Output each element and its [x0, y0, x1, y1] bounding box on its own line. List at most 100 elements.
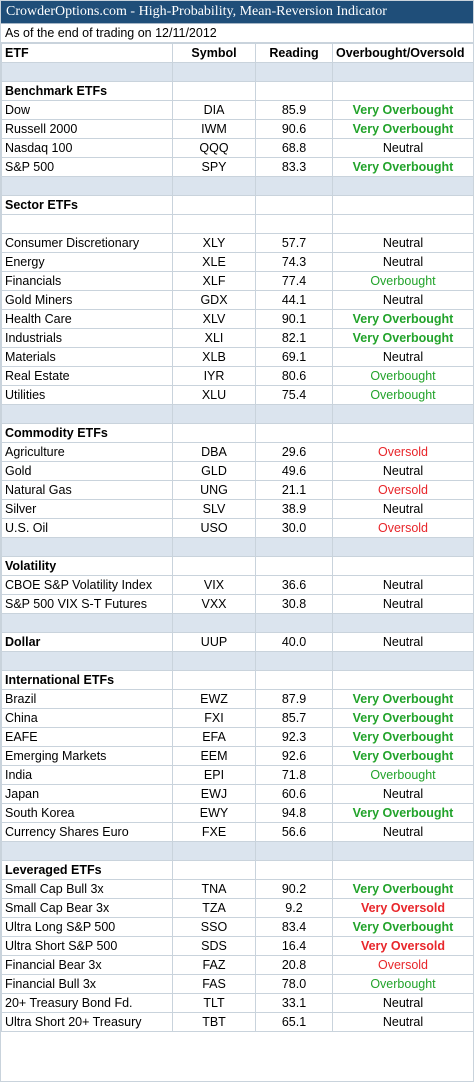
etf-name-cell: S&P 500 — [1, 157, 173, 177]
etf-name-cell: Health Care — [1, 309, 173, 329]
symbol-cell: SPY — [172, 157, 256, 177]
table-row: Russell 2000 IWM 90.6 Very Overbought — [1, 119, 474, 139]
reading-cell: 77.4 — [255, 271, 333, 291]
spacer-cell — [255, 537, 333, 557]
spacer-cell — [255, 651, 333, 671]
etf-name-cell: Utilities — [1, 385, 173, 405]
reading-cell: 92.6 — [255, 746, 333, 766]
empty-cell — [332, 423, 474, 443]
status-cell: Very Overbought — [332, 309, 474, 329]
symbol-cell: XLI — [172, 328, 256, 348]
etf-name-cell: Industrials — [1, 328, 173, 348]
symbol-cell: TBT — [172, 1012, 256, 1032]
spacer-cell — [172, 62, 256, 82]
spacer-cell — [1, 404, 173, 424]
symbol-cell: EWJ — [172, 784, 256, 804]
reading-cell: 16.4 — [255, 936, 333, 956]
status-cell: Overbought — [332, 271, 474, 291]
reading-cell: 36.6 — [255, 575, 333, 595]
status-cell: Neutral — [332, 575, 474, 595]
reading-cell: 33.1 — [255, 993, 333, 1013]
table-row: Japan EWJ 60.6 Neutral — [1, 784, 474, 804]
status-cell: Overbought — [332, 765, 474, 785]
reading-cell: 30.0 — [255, 518, 333, 538]
table-row: Ultra Long S&P 500 SSO 83.4 Very Overbought — [1, 917, 474, 937]
etf-name-cell: Dow — [1, 100, 173, 120]
table-row: Natural Gas UNG 21.1 Oversold — [1, 480, 474, 500]
table-row: Dow DIA 85.9 Very Overbought — [1, 100, 474, 120]
empty-cell — [172, 860, 256, 880]
spacer-cell — [332, 651, 474, 671]
etf-name-cell: Gold Miners — [1, 290, 173, 310]
spacer-cell — [332, 537, 474, 557]
etf-name-cell: Japan — [1, 784, 173, 804]
reading-cell: 40.0 — [255, 632, 333, 652]
spacer-cell — [332, 176, 474, 196]
status-cell: Oversold — [332, 955, 474, 975]
empty-cell — [172, 423, 256, 443]
status-cell: Overbought — [332, 366, 474, 386]
empty-cell — [172, 670, 256, 690]
table-row: Real Estate IYR 80.6 Overbought — [1, 366, 474, 386]
reading-cell: 85.9 — [255, 100, 333, 120]
symbol-cell: UUP — [172, 632, 256, 652]
reading-cell: 78.0 — [255, 974, 333, 994]
section-header-row: Benchmark ETFs — [1, 81, 474, 101]
table-row: Financial Bear 3x FAZ 20.8 Oversold — [1, 955, 474, 975]
etf-name-cell: Ultra Short S&P 500 — [1, 936, 173, 956]
etf-name-cell: CBOE S&P Volatility Index — [1, 575, 173, 595]
status-cell: Oversold — [332, 480, 474, 500]
spacer-cell — [332, 62, 474, 82]
status-cell: Very Overbought — [332, 727, 474, 747]
symbol-cell: DBA — [172, 442, 256, 462]
table-row: Health Care XLV 90.1 Very Overbought — [1, 309, 474, 329]
section-header-row: Volatility — [1, 556, 474, 576]
etf-table: ETF Symbol Reading Overbought/Oversold B… — [1, 43, 474, 1032]
status-cell: Neutral — [332, 1012, 474, 1032]
status-cell: Very Overbought — [332, 100, 474, 120]
column-header-status: Overbought/Oversold — [332, 43, 474, 63]
symbol-cell: XLB — [172, 347, 256, 367]
symbol-cell: EWY — [172, 803, 256, 823]
column-header-reading: Reading — [255, 43, 333, 63]
spacer-cell — [255, 404, 333, 424]
table-row: Silver SLV 38.9 Neutral — [1, 499, 474, 519]
table-row: Ultra Short S&P 500 SDS 16.4 Very Oversold — [1, 936, 474, 956]
symbol-cell: XLV — [172, 309, 256, 329]
status-cell: Neutral — [332, 594, 474, 614]
status-cell: Very Overbought — [332, 879, 474, 899]
status-cell: Oversold — [332, 442, 474, 462]
spacer-cell — [332, 613, 474, 633]
symbol-cell: XLU — [172, 385, 256, 405]
spacer-cell — [172, 651, 256, 671]
etf-name-cell: Gold — [1, 461, 173, 481]
spacer-cell — [1, 613, 173, 633]
section-title: Benchmark ETFs — [1, 81, 173, 101]
spacer-cell — [172, 176, 256, 196]
status-cell: Oversold — [332, 518, 474, 538]
symbol-cell: UNG — [172, 480, 256, 500]
symbol-cell: FAS — [172, 974, 256, 994]
symbol-cell: XLF — [172, 271, 256, 291]
empty-cell — [255, 670, 333, 690]
spacer-cell — [172, 841, 256, 861]
status-cell: Very Overbought — [332, 689, 474, 709]
spacer-cell — [1, 651, 173, 671]
section-title: Sector ETFs — [1, 195, 173, 215]
etf-name-cell: China — [1, 708, 173, 728]
table-row: U.S. Oil USO 30.0 Oversold — [1, 518, 474, 538]
spacer-row — [1, 613, 474, 633]
section-title: International ETFs — [1, 670, 173, 690]
section-header-row: Dollar UUP 40.0 Neutral — [1, 632, 474, 652]
spacer-row — [1, 62, 474, 82]
table-row: Financial Bull 3x FAS 78.0 Overbought — [1, 974, 474, 994]
empty-cell — [332, 670, 474, 690]
status-cell: Neutral — [332, 461, 474, 481]
symbol-cell: SDS — [172, 936, 256, 956]
spacer-cell — [1, 62, 173, 82]
status-cell: Neutral — [332, 290, 474, 310]
reading-cell: 87.9 — [255, 689, 333, 709]
table-row: Gold GLD 49.6 Neutral — [1, 461, 474, 481]
etf-name-cell: S&P 500 VIX S-T Futures — [1, 594, 173, 614]
